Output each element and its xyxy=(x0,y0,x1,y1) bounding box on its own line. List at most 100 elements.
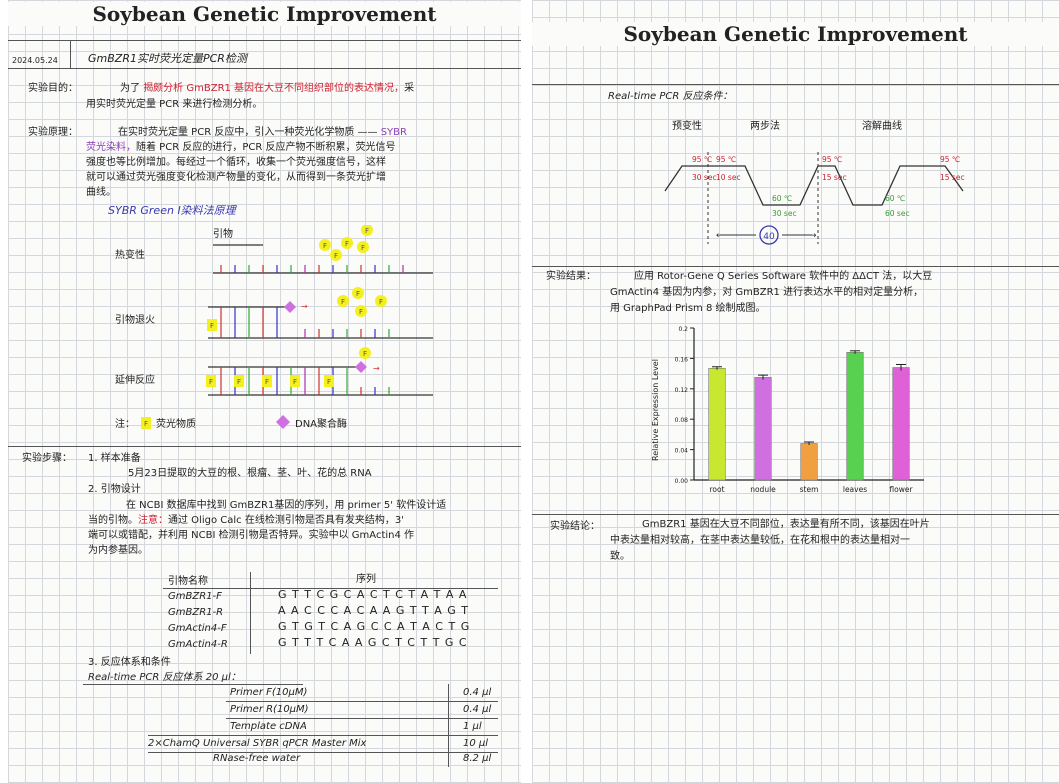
denature-bases xyxy=(220,265,404,273)
principle-line5: 曲线。 xyxy=(86,187,116,198)
header-rule xyxy=(8,40,521,41)
note-fluor-text: 荧光物质 xyxy=(156,417,196,430)
stage-two-step: 两步法 xyxy=(750,119,780,132)
purpose-label: 实验目的： xyxy=(28,83,78,94)
primer-table-header-seq: 序列 xyxy=(356,574,376,585)
x-tick-label-leaves: leaves xyxy=(843,485,867,494)
name-rule xyxy=(8,68,521,69)
purpose-highlight: 揭颇分析 GmBZR1 基因在大豆不同组织部位的表达情况， xyxy=(143,83,405,94)
principle-subtitle: SYBR Green I染料法原理 xyxy=(108,204,236,217)
sybr-principle-diagram: 引物 热变性 F F F F F 引物退火 xyxy=(115,225,433,430)
svg-text:10 sec: 10 sec xyxy=(716,173,741,182)
steps-rule xyxy=(8,446,521,447)
purpose-line1: 为了 揭颇分析 GmBZR1 基因在大豆不同组织部位的表达情况，采 xyxy=(120,83,415,94)
left-notebook-page: Soybean Genetic Improvement 2024.05.24 G… xyxy=(8,0,521,783)
reaction-volume: 10 μl xyxy=(463,738,489,749)
reaction-volume: 8.2 μl xyxy=(463,753,492,764)
extend-bases xyxy=(220,367,390,395)
y-tick-label: 0.16 xyxy=(675,356,689,363)
reaction-component: RNase-free water xyxy=(213,753,301,764)
legend-fluor-swatch xyxy=(141,417,151,429)
svg-text:15 sec: 15 sec xyxy=(940,173,965,182)
step2-line4: 为内参基因。 xyxy=(88,545,148,556)
svg-text:F: F xyxy=(237,378,241,386)
step3-title: 3. 反应体系和条件 xyxy=(88,657,171,668)
right-notebook-page: Soybean Genetic Improvement Real-time PC… xyxy=(532,0,1059,783)
conclusion-line3: 致。 xyxy=(610,551,630,562)
results-line1: 应用 Rotor-Gene Q Series Software 软件中的 ΔΔC… xyxy=(634,271,933,282)
svg-text:F: F xyxy=(144,420,148,428)
svg-text:F: F xyxy=(341,298,345,306)
step-extend-label: 延伸反应 xyxy=(115,373,155,386)
svg-text:95 ℃: 95 ℃ xyxy=(716,155,736,164)
step1-title: 1. 样本准备 xyxy=(88,453,141,464)
left-page-title: Soybean Genetic Improvement xyxy=(8,2,521,26)
conclusion-line2: 中表达量相对较高，在茎中表达量较低，在花和根中的表达量相对一 xyxy=(610,535,910,546)
fluor-bound xyxy=(207,319,217,331)
primer-name-cell: GmActin4-F xyxy=(168,623,227,634)
y-tick-label: 0.00 xyxy=(675,478,689,485)
fluor-dots-denature: F F F F F xyxy=(319,225,373,261)
bar-stem xyxy=(800,443,818,481)
svg-text:F: F xyxy=(209,378,213,386)
right-header-rule xyxy=(532,84,1059,85)
anneal-temps: 60 ℃ 30 sec 60 ℃ 60 sec xyxy=(772,194,910,218)
svg-text:30 sec: 30 sec xyxy=(692,173,717,182)
svg-text:95 ℃: 95 ℃ xyxy=(692,155,712,164)
cycle-count-circle xyxy=(759,225,779,245)
step-anneal-label: 引物退火 xyxy=(115,313,155,326)
reaction-component: Primer R(10μM) xyxy=(230,704,309,715)
stage-predenature: 预变性 xyxy=(672,119,702,132)
primer-seq-cell: G T T C G C A C T C T A T A A xyxy=(278,588,468,601)
svg-text:60 ℃: 60 ℃ xyxy=(885,194,905,203)
reaction-component: Template cDNA xyxy=(230,721,307,732)
pcr-program-diagram: 预变性 两步法 溶解曲线 95 ℃ 30 sec 95 ℃ 10 sec 95 … xyxy=(664,119,965,245)
svg-text:F: F xyxy=(365,227,369,235)
primer-seq-cell: G T T T C A A G C T C T T G C xyxy=(278,636,468,649)
reaction-row-rule xyxy=(148,752,498,753)
svg-text:F: F xyxy=(210,322,214,330)
step-denature-label: 热变性 xyxy=(115,248,145,261)
primer-name-cell: GmBZR1-R xyxy=(168,607,224,618)
conclusion-line1: GmBZR1 基因在大豆不同部位，表达量有所不同，该基因在叶片 xyxy=(642,519,930,530)
results-label: 实验结果： xyxy=(546,271,596,282)
primer-seq-cell: A A C C C A C A A G T T A G T xyxy=(278,604,470,617)
svg-text:F: F xyxy=(334,252,338,260)
svg-text:60 ℃: 60 ℃ xyxy=(772,194,792,203)
reaction-title: Real-time PCR 反应体系 20 μl： xyxy=(88,672,241,683)
svg-text:95 ℃: 95 ℃ xyxy=(940,155,960,164)
conditions-title: Real-time PCR 反应条件： xyxy=(608,91,733,102)
reaction-row-rule xyxy=(148,735,498,736)
svg-text:F: F xyxy=(379,298,383,306)
reaction-title-rule xyxy=(83,684,303,685)
polymerase-extend xyxy=(355,361,367,373)
x-tick-label-stem: stem xyxy=(800,485,819,494)
experiment-name: GmBZR1实时荧光定量PCR检测 xyxy=(88,52,247,65)
step2-title: 2. 引物设计 xyxy=(88,484,141,495)
reaction-volume: 0.4 μl xyxy=(463,704,492,715)
reaction-volume: 0.4 μl xyxy=(463,687,492,698)
stage-melt-curve: 溶解曲线 xyxy=(862,119,902,132)
step1-text: 5月23日提取的大豆的根、根瘤、茎、叶、花的总 RNA xyxy=(128,468,372,479)
step2-line2: 当的引物。注意：通过 Oligo Calc 在线检测引物是否具有发夹结构，3' xyxy=(88,515,404,526)
step2-line3: 端可以或错配，并利用 NCBI 检测引物是否特异。实验中以 GmActin4 作 xyxy=(88,530,415,541)
fluor-dots-anneal: F F F F xyxy=(337,287,387,317)
y-tick-label: 0.04 xyxy=(675,448,689,455)
svg-text:F: F xyxy=(356,290,360,298)
polymerase-anneal xyxy=(284,301,296,313)
note-poly-text: DNA聚合酶 xyxy=(295,417,347,430)
svg-text:95 ℃: 95 ℃ xyxy=(822,155,842,164)
chart-ylabel: Relative Expression Level xyxy=(651,359,660,461)
temperature-profile xyxy=(664,165,964,206)
primer-name-cell: GmActin4-R xyxy=(168,639,228,650)
svg-text:60 sec: 60 sec xyxy=(885,209,910,218)
reaction-row-rule xyxy=(226,718,498,719)
y-tick-label: 0.12 xyxy=(675,387,689,394)
results-rule xyxy=(532,266,1059,267)
right-page-title: Soybean Genetic Improvement xyxy=(532,22,1059,46)
reaction-row-rule xyxy=(226,701,498,702)
svg-text:→: → xyxy=(301,302,308,311)
svg-text:30 sec: 30 sec xyxy=(772,209,797,218)
x-tick-label-nodule: nodule xyxy=(750,485,776,494)
experiment-date: 2024.05.24 xyxy=(12,56,58,65)
